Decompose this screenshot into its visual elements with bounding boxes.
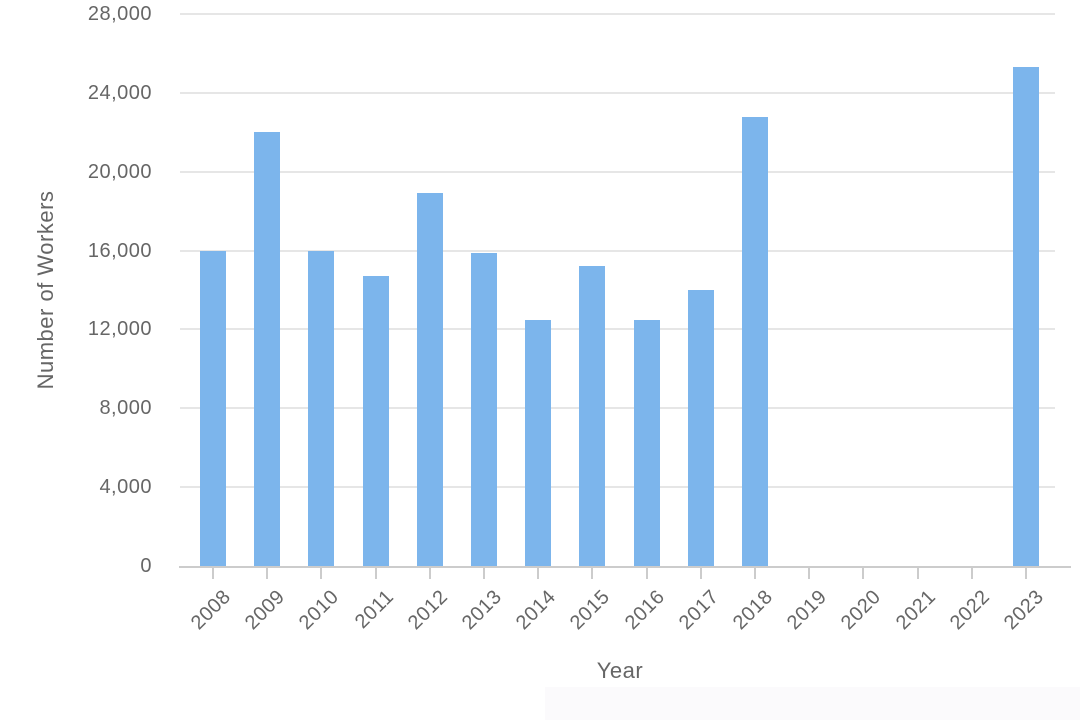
x-tick-2015: [591, 568, 594, 579]
bar-2011[interactable]: [362, 276, 389, 566]
x-tick-2018: [753, 568, 756, 579]
x-tick-2022: [970, 568, 973, 579]
bar-2013[interactable]: [471, 252, 498, 566]
y-axis-label-8000: 8,000: [99, 397, 152, 420]
bar-2018[interactable]: [741, 116, 768, 566]
gridline-12000: [180, 328, 1055, 331]
bar-2017[interactable]: [687, 290, 714, 566]
x-tick-2014: [537, 568, 540, 579]
x-tick-2020: [862, 568, 865, 579]
x-tick-2012: [428, 568, 431, 579]
y-axis-label-20000: 20,000: [87, 160, 152, 183]
x-tick-2008: [212, 568, 215, 579]
y-axis-label-28000: 28,000: [87, 3, 152, 25]
gridline-4000: [180, 486, 1055, 489]
gridline-28000: [180, 13, 1055, 15]
bar-2015[interactable]: [579, 266, 606, 566]
y-axis-label-24000: 24,000: [87, 81, 152, 104]
gridline-24000: [180, 91, 1055, 94]
gridline-20000: [180, 170, 1055, 173]
bar-2016[interactable]: [633, 319, 660, 566]
bar-2014[interactable]: [525, 319, 552, 566]
bar-2010[interactable]: [308, 250, 335, 566]
bar-2023[interactable]: [1012, 67, 1039, 566]
bar-2009[interactable]: [254, 132, 281, 566]
x-tick-2016: [645, 568, 648, 579]
y-axis-label-12000: 12,000: [87, 318, 152, 341]
bar-2012[interactable]: [416, 193, 443, 566]
gridline-8000: [180, 407, 1055, 410]
x-tick-2010: [320, 568, 323, 579]
x-tick-2017: [699, 568, 702, 579]
x-axis-line: [179, 566, 1071, 568]
x-tick-2021: [916, 568, 919, 579]
x-tick-2023: [1024, 568, 1027, 579]
y-axis-label-0: 0: [140, 555, 152, 577]
bar-2008[interactable]: [200, 250, 227, 566]
x-tick-2011: [374, 568, 377, 579]
y-axis-label-16000: 16,000: [87, 239, 152, 262]
gridline-16000: [180, 249, 1055, 252]
y-axis-label-4000: 4,000: [99, 476, 152, 499]
page-edge-artifact: [545, 687, 1080, 720]
x-tick-2009: [266, 568, 269, 579]
x-tick-2019: [808, 568, 811, 579]
x-axis-title: Year: [596, 658, 644, 683]
x-tick-2013: [483, 568, 486, 579]
